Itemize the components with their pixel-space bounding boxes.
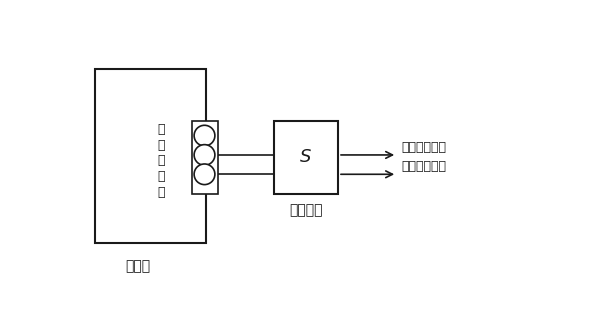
Ellipse shape (194, 125, 215, 146)
Text: S: S (300, 148, 312, 166)
Text: 子: 子 (157, 186, 165, 199)
Bar (95, 69, 206, 243)
Ellipse shape (194, 145, 215, 165)
Ellipse shape (194, 164, 215, 185)
Text: 端: 端 (157, 170, 165, 183)
Text: 信号装置: 信号装置 (289, 203, 323, 218)
Bar (192, 121, 217, 194)
Text: 受信機: 受信機 (125, 259, 150, 273)
Text: 用: 用 (157, 154, 165, 167)
Text: 移: 移 (157, 123, 165, 136)
Text: 点滅機能等を
有する誤導灯: 点滅機能等を 有する誤導灯 (402, 141, 447, 173)
Text: 報: 報 (157, 139, 165, 152)
Bar (274, 121, 338, 194)
